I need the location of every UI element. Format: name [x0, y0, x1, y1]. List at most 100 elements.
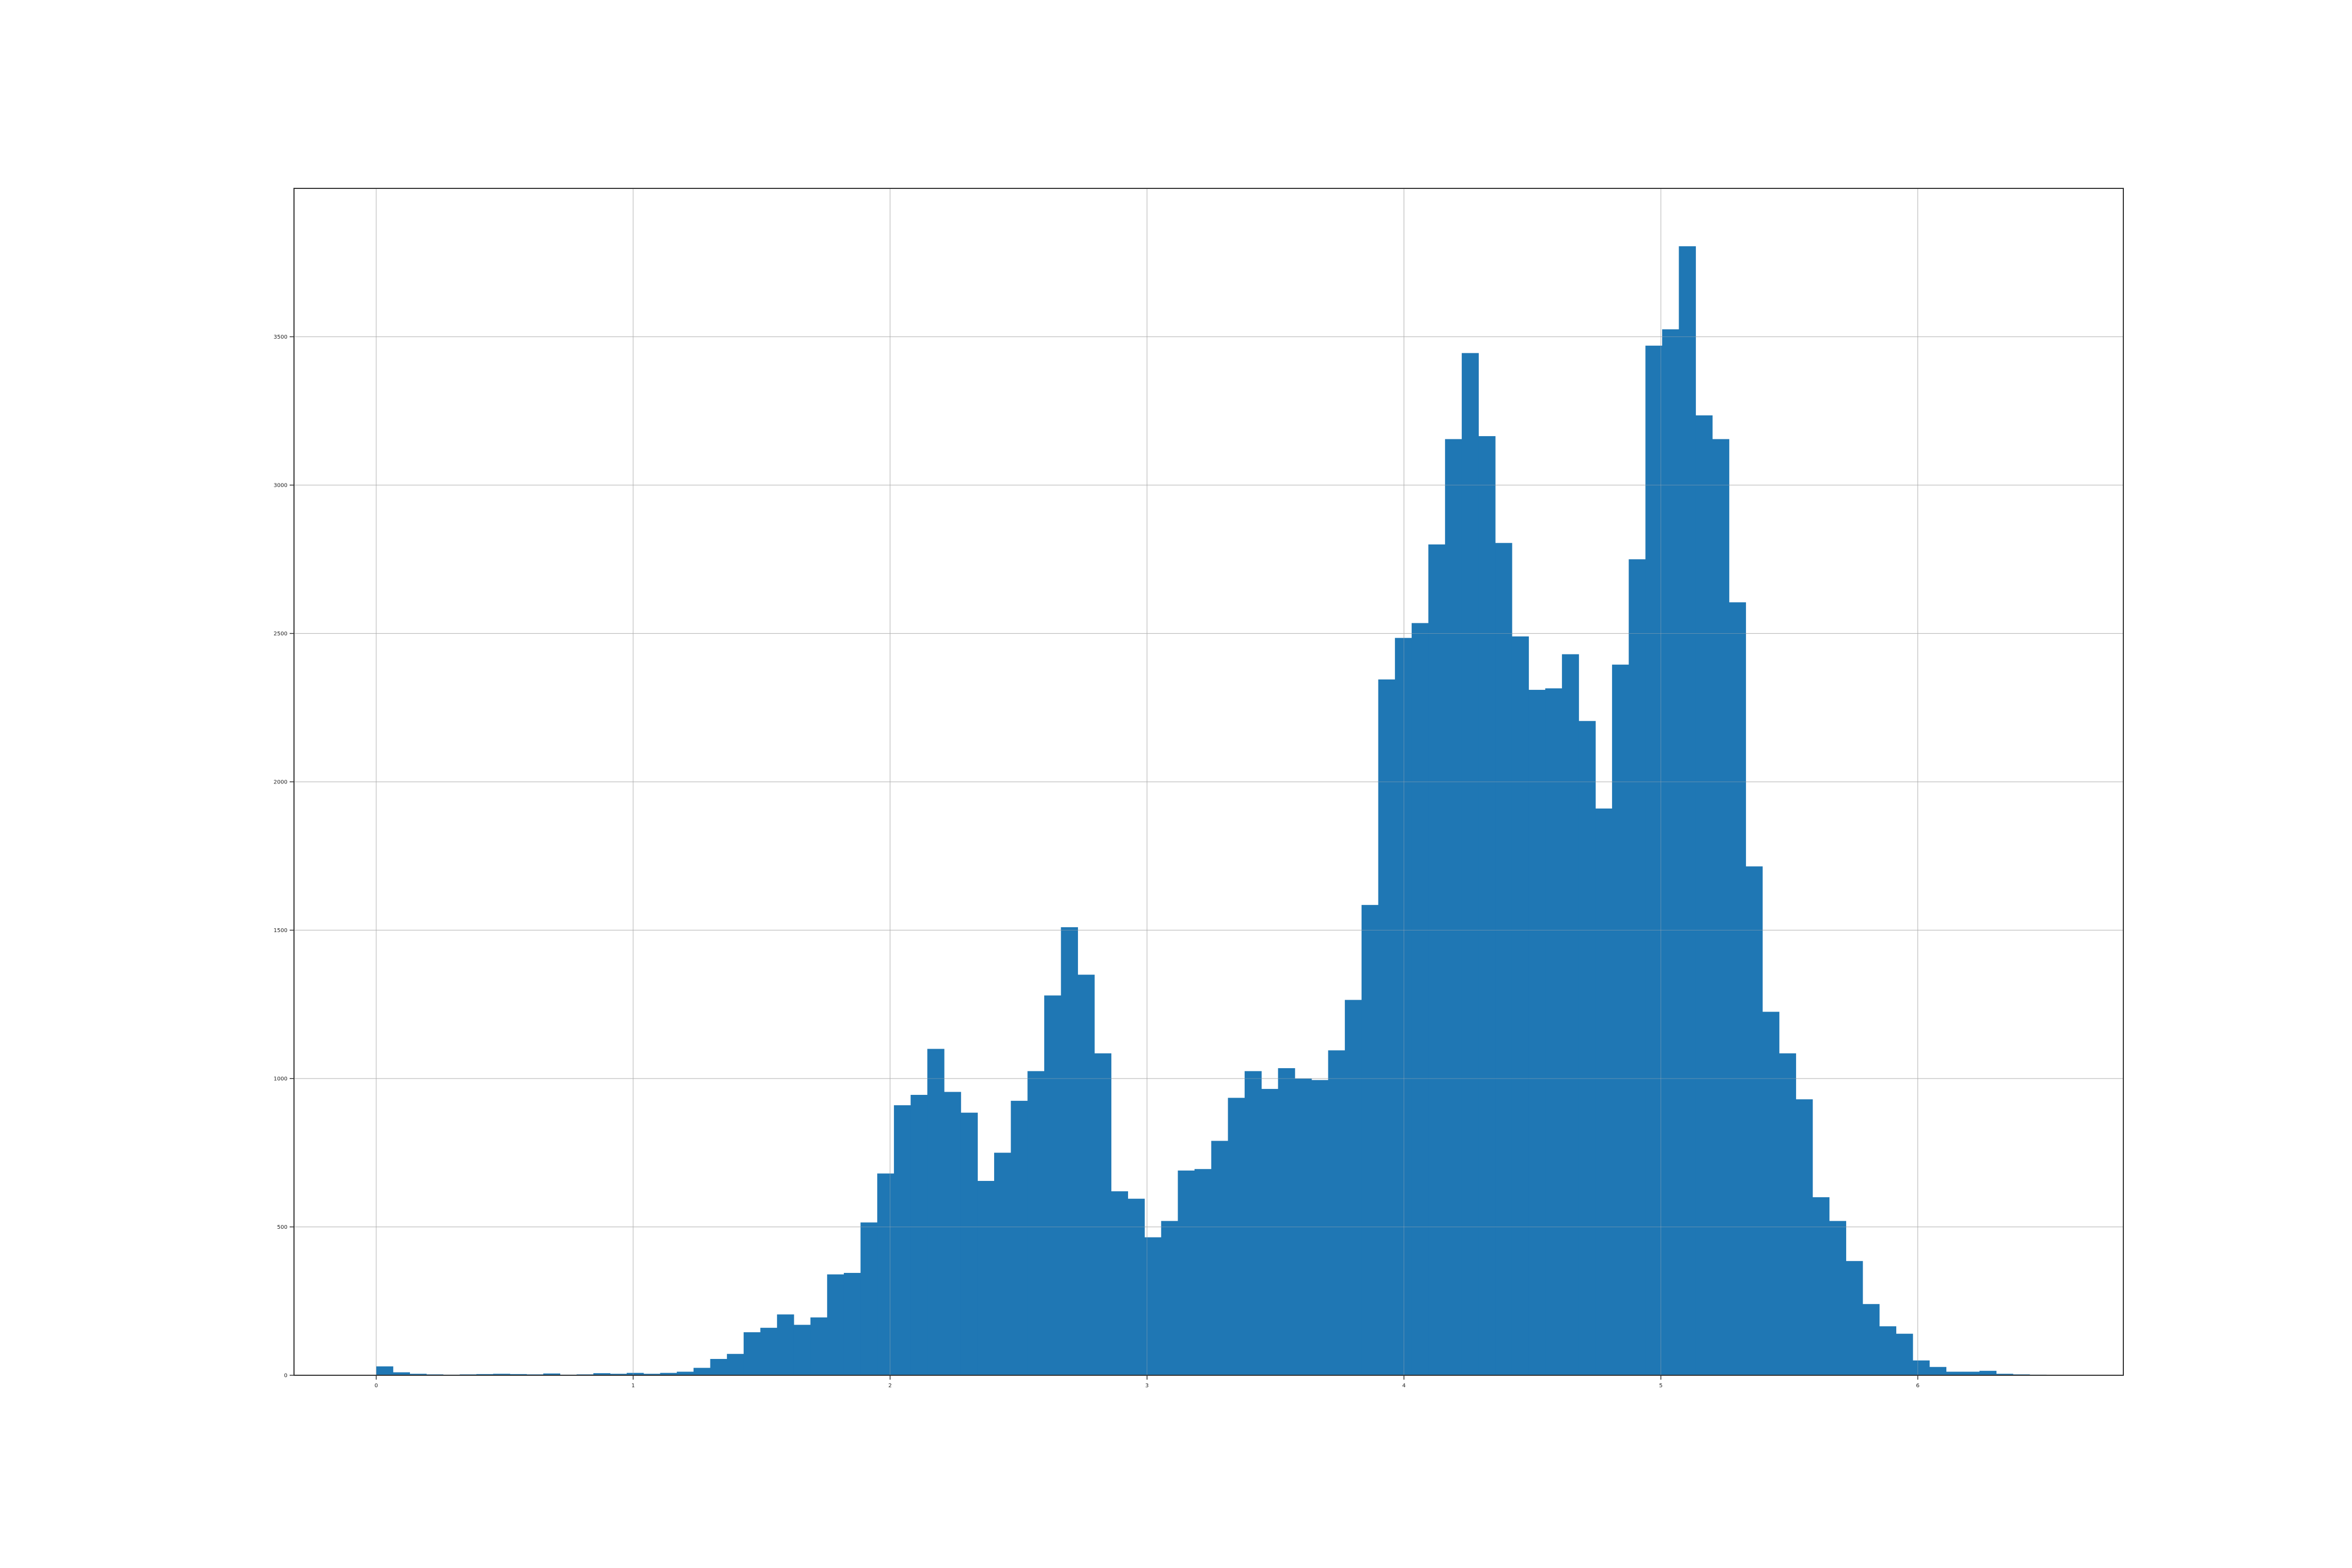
histogram-bar: [543, 1373, 561, 1375]
histogram-bar: [1979, 1370, 1997, 1375]
histogram-bar: [1178, 1170, 1195, 1375]
x-tick-label: 3: [1146, 1383, 1149, 1389]
histogram-bar: [1061, 927, 1078, 1375]
histogram-bar: [1946, 1371, 1963, 1375]
histogram-bar: [994, 1153, 1012, 1375]
y-axis-ticks: 0 500 1000 1500 2000 2500 3000 3500: [274, 334, 294, 1379]
histogram-bar: [1445, 439, 1462, 1375]
y-tick-label: 3500: [274, 334, 287, 340]
histogram-bar: [1010, 1100, 1028, 1375]
histogram-bar: [1745, 866, 1763, 1375]
histogram-bar: [677, 1371, 694, 1375]
histogram-bar: [1478, 436, 1496, 1376]
histogram-bar: [1645, 345, 1663, 1375]
histogram-bar: [660, 1373, 677, 1375]
histogram-bar: [793, 1325, 811, 1375]
histogram-bar: [493, 1374, 511, 1375]
y-tick-label: 500: [277, 1224, 287, 1230]
histogram-bar: [610, 1374, 627, 1375]
histogram-bar: [1963, 1371, 1980, 1375]
histogram-bar: [1311, 1080, 1329, 1375]
histogram-bar: [510, 1374, 527, 1375]
histogram-bar: [1077, 975, 1095, 1375]
histogram-bar: [760, 1327, 777, 1375]
histogram-bar: [1228, 1098, 1245, 1375]
histogram-bar: [1411, 623, 1429, 1375]
histogram-bar: [409, 1374, 427, 1375]
histogram-bar: [960, 1112, 978, 1375]
histogram-bar: [1495, 543, 1512, 1375]
histogram-bar: [1561, 654, 1579, 1375]
x-tick-label: 1: [632, 1383, 635, 1389]
y-tick-label: 0: [284, 1373, 287, 1379]
histogram-bar: [860, 1222, 878, 1375]
histogram-bar: [1295, 1079, 1312, 1375]
histogram-bar: [777, 1314, 794, 1375]
histogram-bar: [1044, 995, 1062, 1375]
y-tick-label: 2000: [274, 780, 287, 786]
histogram-bar: [1863, 1304, 1880, 1375]
histogram-bar: [843, 1272, 861, 1375]
x-axis-ticks: 0 1 2 3 4 5 6: [375, 1375, 1920, 1389]
histogram-bar: [1528, 690, 1546, 1375]
histogram-bar: [693, 1368, 711, 1375]
histogram-bar: [1361, 905, 1379, 1375]
histogram-bar: [1896, 1333, 1913, 1375]
histogram-bar: [376, 1366, 394, 1375]
histogram-bar: [1261, 1089, 1279, 1375]
histogram-bar: [1729, 602, 1746, 1375]
histogram-bar: [1278, 1068, 1295, 1375]
histogram-bar: [643, 1374, 661, 1375]
histogram-bar: [1595, 808, 1613, 1375]
histogram-bar: [1511, 636, 1529, 1375]
histogram-bar: [593, 1373, 611, 1375]
y-tick-label: 2500: [274, 631, 287, 637]
histogram-bar: [1428, 544, 1445, 1375]
histogram-bar: [476, 1374, 494, 1375]
histogram-bar: [944, 1092, 961, 1375]
histogram-bar: [827, 1274, 844, 1375]
histogram-bar: [727, 1353, 744, 1375]
histogram-bar: [1128, 1198, 1145, 1375]
histogram-bar: [1829, 1221, 1846, 1375]
histogram-bar: [927, 1049, 945, 1375]
histogram-bar: [1628, 559, 1646, 1375]
histogram-bar: [977, 1181, 995, 1375]
histogram-bar: [1679, 246, 1696, 1376]
histogram-bar: [1378, 679, 1395, 1375]
histogram-bar: [1929, 1367, 1946, 1375]
histogram-bar: [1846, 1261, 1863, 1375]
histogram-bar: [1812, 1197, 1830, 1375]
histogram-bar: [1712, 439, 1730, 1375]
histogram-bar: [1144, 1237, 1162, 1375]
histogram-bar: [1328, 1050, 1345, 1375]
histogram-bar: [743, 1332, 761, 1375]
histogram-bar: [1779, 1053, 1796, 1375]
y-tick-label: 3000: [274, 483, 287, 489]
histogram-bar: [1161, 1221, 1178, 1375]
histogram-bar: [1111, 1191, 1128, 1375]
histogram-bar: [710, 1359, 727, 1375]
histogram-bar: [1195, 1169, 1212, 1375]
x-tick-label: 5: [1659, 1383, 1662, 1389]
histogram-bar: [1027, 1071, 1045, 1375]
histogram-bar: [877, 1173, 895, 1375]
histogram-bar: [1094, 1053, 1112, 1375]
histogram-bar: [1578, 721, 1596, 1375]
x-tick-label: 0: [375, 1383, 378, 1389]
histogram-bar: [910, 1094, 928, 1375]
histogram-bar: [810, 1317, 828, 1375]
histogram-bar: [893, 1105, 911, 1375]
histogram-bar: [1662, 329, 1680, 1375]
histogram-bar: [1612, 664, 1630, 1375]
histogram-bar: [1796, 1099, 1813, 1375]
histogram-bar: [1461, 353, 1479, 1375]
histogram-bar: [1996, 1374, 2013, 1375]
x-tick-label: 4: [1402, 1383, 1405, 1389]
histogram-bar: [1545, 688, 1563, 1375]
histogram-bar: [1695, 415, 1713, 1375]
histogram-bar: [1345, 1000, 1362, 1375]
x-tick-label: 2: [889, 1383, 892, 1389]
histogram-bar: [1913, 1360, 1930, 1375]
